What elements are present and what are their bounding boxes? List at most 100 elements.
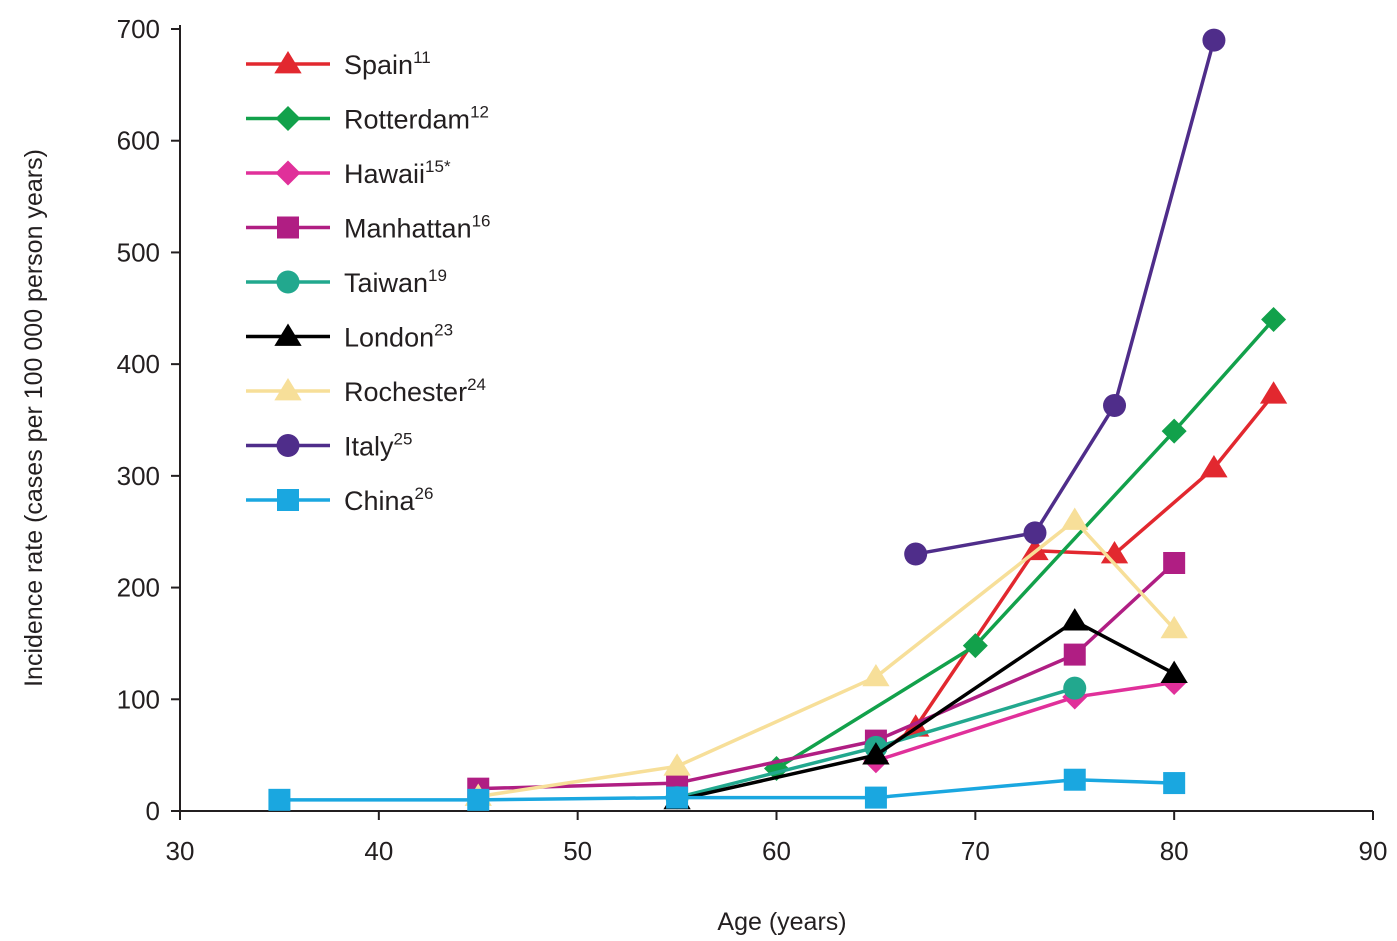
legend-marker-london [274,323,302,346]
data-point-spain [1259,381,1288,404]
legend-item-spain: Spain11 [246,48,431,80]
legend-ref: 15* [425,157,451,176]
legend-label-rochester: Rochester24 [344,375,486,407]
legend-item-hawaii: Hawaii15* [246,157,451,189]
data-point-rochester [1160,615,1188,639]
data-point-london [1160,660,1188,683]
legend-ref: 23 [434,321,453,340]
data-point-manhattan [1163,551,1186,574]
x-ticks: 30 40 50 60 70 80 90 [166,811,1388,866]
legend-marker-rochester [274,378,302,401]
y-axis-title: Incidence rate (cases per 100 000 person… [20,149,48,687]
data-point-china [1163,772,1186,795]
legend-ref: 19 [428,266,447,285]
data-point-rotterdam [1261,306,1287,332]
data-point-italy [1202,28,1226,52]
series-manhattan [467,551,1186,800]
legend-name: Italy [344,432,394,462]
legend-item-italy: Italy25 [246,430,412,462]
y-tick-label: 700 [117,14,160,44]
legend-name: Manhattan [344,214,472,244]
series-line-china [279,777,1175,802]
legend-item-rotterdam: Rotterdam12 [246,103,489,135]
y-tick-label: 500 [117,237,160,267]
y-tick-label: 100 [117,684,160,714]
legend-label-taiwan: Taiwan19 [344,266,447,298]
legend-name: London [344,323,434,353]
data-point-rotterdam [1161,418,1187,444]
data-point-italy [1103,393,1127,417]
series-line-italy [915,39,1216,556]
data-point-rotterdam [962,633,988,659]
legend-marker-rotterdam [275,106,301,131]
data-point-rochester [1061,507,1089,530]
legend-ref: 12 [470,103,489,122]
data-point-china [666,786,689,809]
legend-label-rotterdam: Rotterdam12 [344,103,489,135]
legend-item-manhattan: Manhattan16 [246,212,491,244]
legend-name: Taiwan [344,268,428,298]
data-point-manhattan [1063,643,1086,666]
x-tick-label: 40 [364,836,393,866]
series-line-manhattan [478,561,1176,791]
data-point-london [862,742,890,765]
y-tick-label: 400 [117,349,160,379]
legend-marker-hawaii [275,160,301,186]
series-italy [904,28,1226,566]
legend-item-rochester: Rochester24 [246,375,486,407]
legend-name: Rotterdam [344,105,470,135]
legend-name: Hawaii [344,159,425,189]
legend-marker-italy [276,434,300,457]
legend-label-manhattan: Manhattan16 [344,212,491,244]
data-point-china [1063,768,1086,791]
data-point-china [268,788,291,811]
legend-name: Rochester [344,377,467,407]
legend-marker-manhattan [277,216,299,239]
y-tick-label: 0 [146,796,160,826]
series-layer [268,28,1288,811]
data-point-spain [1021,537,1049,561]
legend-ref: 25 [394,430,413,449]
legend-name: Spain [344,50,413,80]
legend-item-taiwan: Taiwan19 [246,266,447,298]
x-tick-label: 80 [1160,836,1189,866]
y-tick-label: 600 [117,126,160,156]
series-china [268,768,1186,811]
y-tick-label: 300 [117,461,160,491]
x-tick-label: 90 [1359,836,1388,866]
x-tick-label: 70 [961,836,990,866]
x-tick-label: 30 [166,836,195,866]
legend-ref: 16 [472,212,491,231]
axes [179,25,1373,812]
x-tick-label: 60 [762,836,791,866]
legend-marker-spain [274,51,302,74]
data-point-china [864,786,887,809]
series-line-london [676,619,1175,802]
data-point-rochester [862,663,890,687]
series-line-rotterdam [775,318,1275,771]
legend-label-italy: Italy25 [344,430,412,462]
legend-ref: 26 [415,484,434,503]
data-point-china [467,788,490,811]
legend-ref: 11 [413,48,431,67]
legend-label-china: China26 [344,484,433,516]
x-tick-label: 50 [563,836,592,866]
legend-ref: 24 [467,375,486,394]
legend-name: China [344,486,416,516]
series-rotterdam [764,306,1287,782]
data-point-london [1061,608,1089,631]
legend: Spain11 Rotterdam12 Hawaii15* Manhattan16 Ta… [246,48,491,516]
data-point-italy [904,542,928,566]
legend-label-london: London23 [344,321,453,353]
y-tick-label: 200 [117,573,160,603]
legend-label-hawaii: Hawaii15* [344,157,451,189]
legend-marker-china [277,489,299,511]
x-axis-title: Age (years) [717,908,846,936]
y-ticks: 0 100 200 300 400 500 600 700 [117,14,180,826]
legend-marker-taiwan [276,270,300,294]
data-point-rochester [663,753,691,776]
data-point-taiwan [1063,676,1087,700]
legend-item-london: London23 [246,321,453,353]
legend-item-china: China26 [246,484,433,516]
